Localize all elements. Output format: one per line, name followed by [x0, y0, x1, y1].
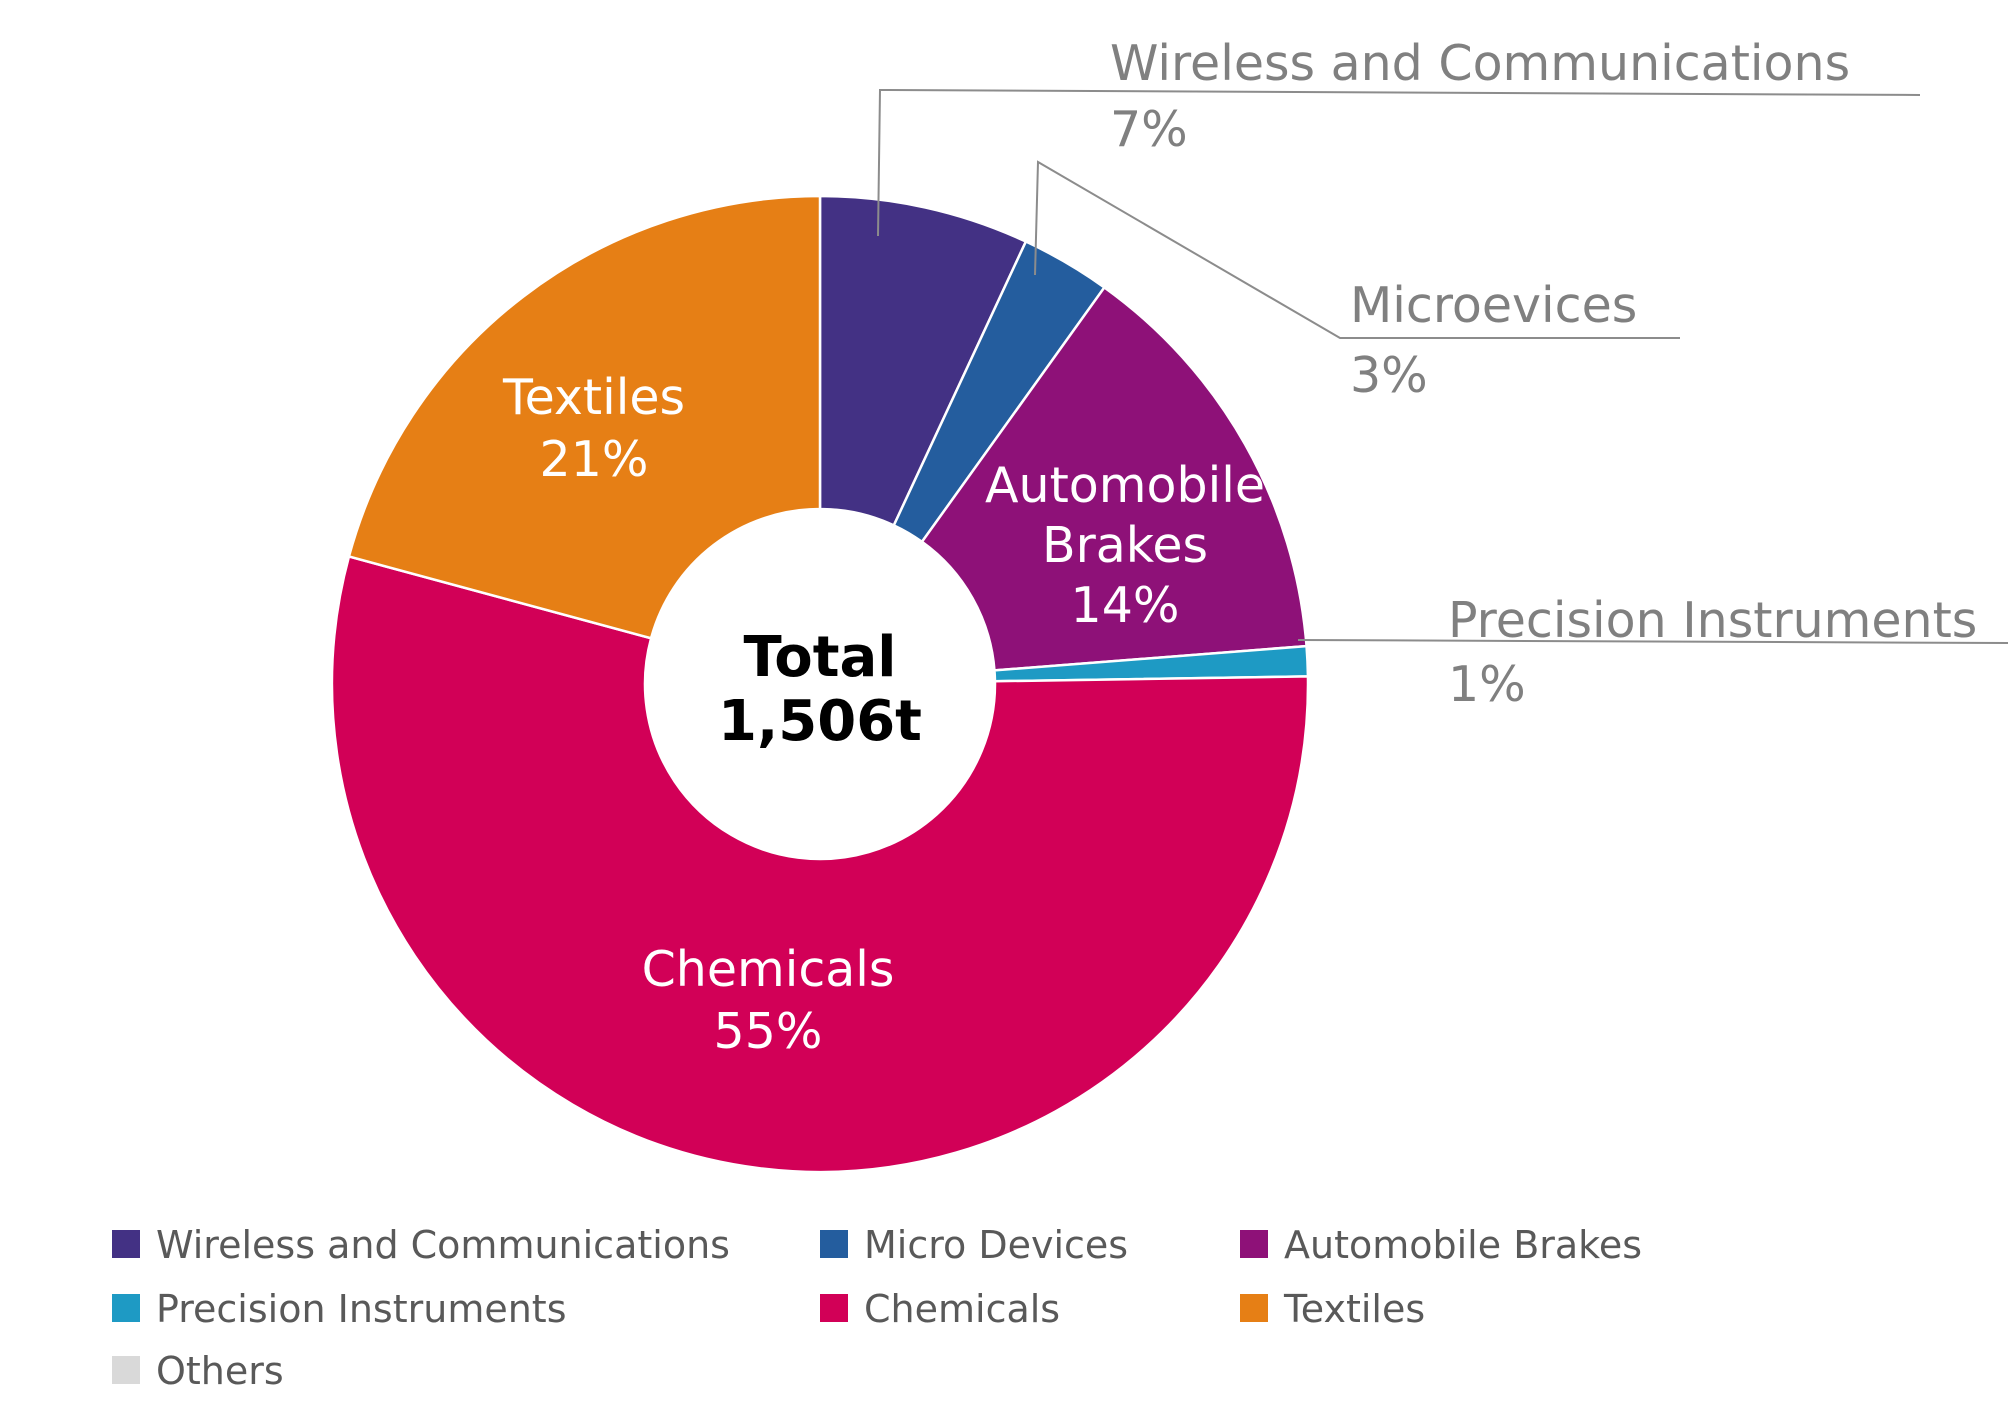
- slice-label-textiles-1: Textiles: [502, 369, 685, 426]
- leader-line-micro-devices: [1034, 160, 1680, 339]
- leader-line-precision-instruments: [1297, 639, 2009, 644]
- legend-swatch-micro-devices: [820, 1230, 848, 1258]
- legend-label-precision-instruments: Precision Instruments: [156, 1287, 567, 1331]
- callout-leaders: [877, 88, 2009, 644]
- slice-label-micro-devices-1: Microevices: [1350, 277, 1637, 334]
- slice-label-precision-instruments-2: 1%: [1448, 656, 1526, 713]
- legend-swatch-wireless-and-communications: [112, 1230, 140, 1258]
- slice-label-micro-devices-2: 3%: [1350, 347, 1428, 404]
- legend-label-textiles: Textiles: [1283, 1287, 1425, 1331]
- donut-slices: [330, 194, 1310, 1174]
- slice-label-wireless-and-communications-1: Wireless and Communications: [1110, 35, 1850, 92]
- legend-label-others: Others: [156, 1349, 284, 1393]
- slice-label-wireless-and-communications-2: 7%: [1110, 101, 1188, 158]
- legend-label-wireless-and-communications: Wireless and Communications: [156, 1223, 730, 1267]
- slice-label-textiles-2: 21%: [540, 431, 649, 488]
- center-label-line-2: 1,506t: [718, 689, 922, 754]
- legend-swatch-precision-instruments: [112, 1294, 140, 1322]
- slice-label-chemicals-2: 55%: [714, 1003, 823, 1060]
- slice-textiles: [347, 194, 822, 640]
- slice-chemicals: [330, 554, 1310, 1174]
- slice-label-automobile-brakes-1: Automobile: [985, 457, 1265, 514]
- legend-label-automobile-brakes: Automobile Brakes: [1284, 1223, 1642, 1267]
- legend-label-chemicals: Chemicals: [864, 1287, 1060, 1331]
- legend: Wireless and Communications Micro Devices…: [112, 1223, 1642, 1393]
- legend-swatch-automobile-brakes: [1240, 1230, 1268, 1258]
- legend-label-micro-devices: Micro Devices: [864, 1223, 1128, 1267]
- slice-wireless-and-communications: [818, 194, 1028, 527]
- slice-label-chemicals-1: Chemicals: [642, 941, 895, 998]
- legend-swatch-others: [112, 1356, 140, 1384]
- slice-label-precision-instruments-1: Precision Instruments: [1448, 592, 1977, 649]
- donut-center: Total 1,506t: [718, 625, 922, 754]
- slice-label-automobile-brakes-2: Brakes: [1042, 517, 1208, 574]
- legend-swatch-textiles: [1240, 1294, 1268, 1322]
- legend-swatch-chemicals: [820, 1294, 848, 1322]
- leader-line-wireless-and-communications: [877, 88, 1921, 237]
- slice-automobile-brakes: [920, 285, 1308, 672]
- slice-label-automobile-brakes-3: 14%: [1071, 577, 1180, 634]
- center-label-line-1: Total: [744, 625, 897, 690]
- slice-labels: Wireless and Communications 7% Microevices…: [502, 35, 1977, 1060]
